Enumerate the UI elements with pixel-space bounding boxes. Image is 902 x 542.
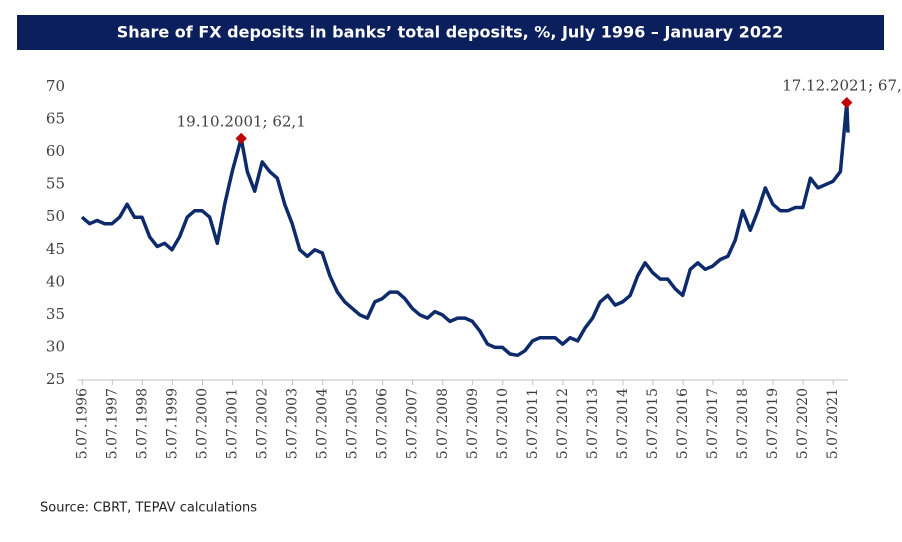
x-tick-label: 5.07.2003	[285, 388, 301, 459]
source-note: Source: CBRT, TEPAV calculations	[40, 501, 257, 516]
x-tick-label: 5.07.2006	[375, 388, 391, 459]
x-tick-label: 5.07.2011	[525, 388, 541, 459]
x-tick-label: 5.07.2020	[795, 388, 811, 459]
y-tick-label: 70	[46, 77, 65, 95]
y-tick-label: 45	[46, 240, 65, 258]
y-tick-label: 50	[46, 207, 65, 225]
title-bar	[17, 15, 884, 50]
x-tick-label: 5.07.1998	[134, 388, 150, 459]
x-tick-label: 5.07.2018	[735, 388, 751, 459]
x-tick-label: 5.07.2015	[645, 388, 661, 459]
x-tick-label: 5.07.2000	[194, 388, 210, 459]
x-tick-label: 5.07.1999	[164, 388, 180, 459]
x-tick-label: 5.07.2014	[615, 388, 631, 459]
series-line	[80, 100, 850, 358]
x-tick-label: 5.07.2001	[224, 388, 240, 459]
chart-title: Share of FX deposits in banks’ total dep…	[117, 23, 783, 42]
x-tick-label: 5.07.2010	[495, 388, 511, 459]
x-tick-label: 5.07.2008	[435, 388, 451, 459]
y-tick-label: 35	[46, 305, 65, 323]
x-tick-label: 5.07.2012	[555, 388, 571, 459]
x-tick-label: 5.07.2004	[315, 388, 331, 459]
x-tick-label: 5.07.2021	[825, 388, 841, 459]
y-tick-label: 25	[46, 370, 65, 388]
y-tick-label: 60	[46, 142, 65, 160]
x-tick-label: 5.07.2019	[765, 388, 781, 459]
y-tick-label: 40	[46, 272, 65, 290]
x-tick-label: 5.07.1997	[104, 388, 120, 459]
x-tick-label: 5.07.2007	[405, 388, 421, 459]
annotation: 19.10.2001; 62,1	[177, 112, 306, 130]
x-tick-label: 5.07.2013	[585, 388, 601, 459]
y-tick-label: 30	[46, 337, 65, 355]
x-tick-label: 5.07.2009	[465, 388, 481, 459]
annotation: 17.12.2021; 67,6	[782, 77, 902, 95]
x-tick-label: 5.07.1996	[74, 388, 90, 459]
x-tick-label: 5.07.2005	[345, 388, 361, 459]
peak-marker	[235, 132, 247, 145]
x-tick-label: 5.07.2016	[675, 388, 691, 459]
y-tick-label: 65	[46, 110, 65, 128]
y-tick-label: 55	[46, 175, 65, 193]
x-tick-label: 5.07.2017	[705, 388, 721, 459]
x-tick-label: 5.07.2002	[255, 388, 271, 459]
peak-marker	[841, 96, 853, 109]
